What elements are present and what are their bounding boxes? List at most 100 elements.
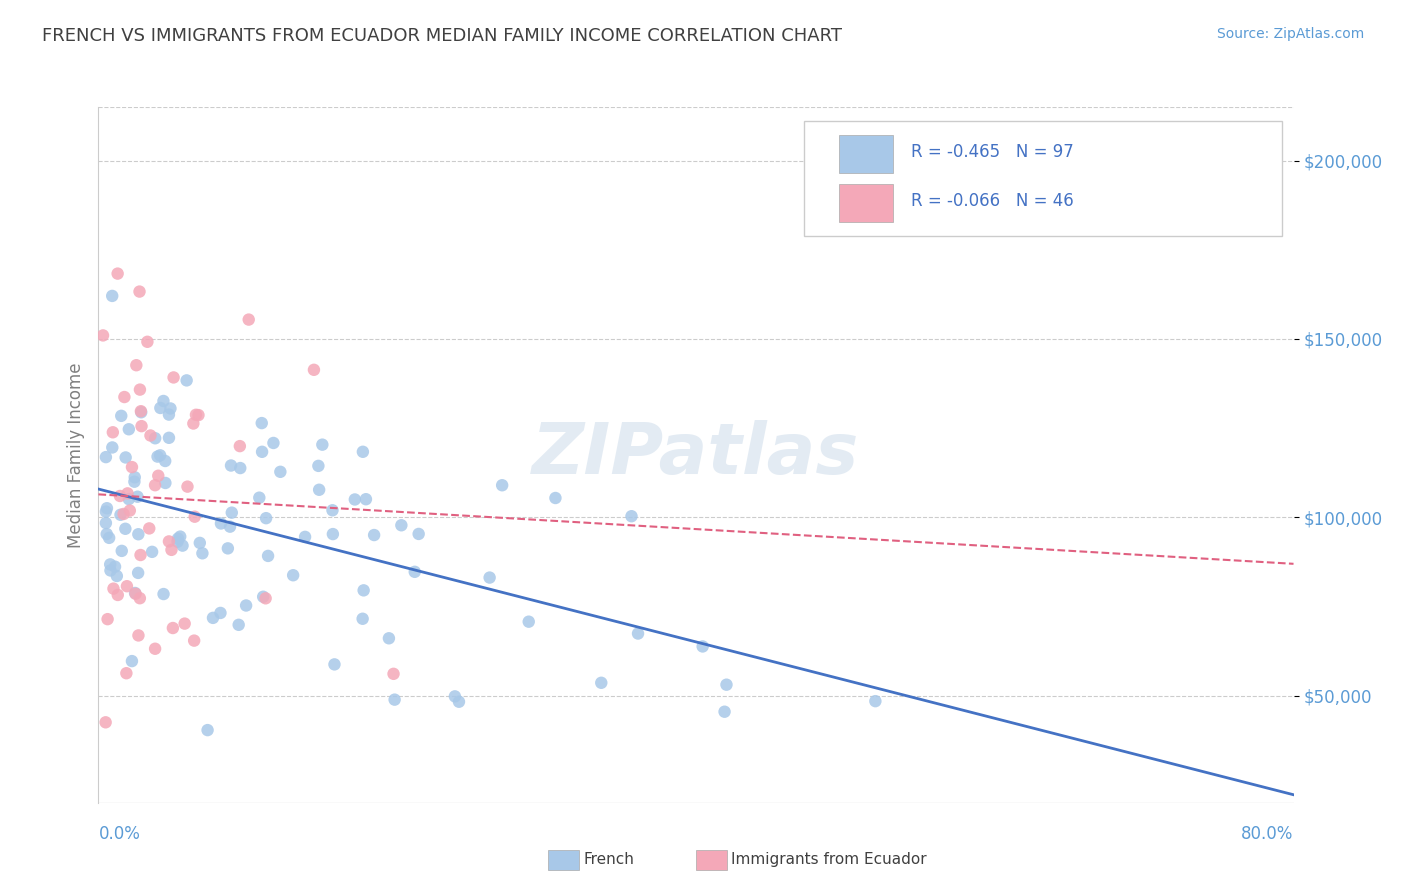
Point: [127, 527, 149, 541]
Point: [188, 536, 211, 550]
Point: [183, 509, 205, 524]
Point: [627, 626, 650, 640]
Point: [141, 545, 163, 559]
Point: [478, 571, 501, 585]
Point: [252, 590, 274, 604]
Point: [544, 491, 567, 505]
Point: [269, 465, 291, 479]
Point: [404, 565, 426, 579]
Text: Immigrants from Ecuador: Immigrants from Ecuador: [731, 853, 927, 867]
Point: [408, 527, 430, 541]
Text: Source: ZipAtlas.com: Source: ZipAtlas.com: [1216, 27, 1364, 41]
Point: [262, 436, 284, 450]
Point: [354, 492, 377, 507]
Point: [343, 492, 366, 507]
Point: [169, 530, 191, 544]
Point: [94, 516, 117, 530]
Point: [352, 612, 374, 626]
Point: [302, 363, 325, 377]
Point: [173, 616, 195, 631]
Point: [713, 705, 735, 719]
Text: R = -0.465   N = 97: R = -0.465 N = 97: [911, 144, 1074, 161]
Point: [117, 486, 139, 500]
Point: [228, 617, 250, 632]
Point: [114, 522, 136, 536]
Point: [127, 566, 149, 580]
Point: [107, 588, 129, 602]
Point: [250, 445, 273, 459]
Point: [152, 394, 174, 409]
Point: [152, 587, 174, 601]
Point: [143, 641, 166, 656]
Point: [254, 591, 277, 606]
Point: [491, 478, 513, 492]
Point: [153, 454, 176, 468]
Point: [118, 422, 141, 436]
Point: [155, 475, 177, 490]
Point: [143, 431, 166, 445]
Point: [146, 450, 169, 464]
Text: French: French: [583, 853, 634, 867]
Point: [139, 428, 162, 442]
Point: [257, 549, 280, 563]
FancyBboxPatch shape: [839, 135, 893, 173]
Point: [98, 558, 121, 572]
Point: [209, 606, 232, 620]
Point: [157, 534, 180, 549]
Point: [131, 419, 153, 434]
Point: [101, 289, 124, 303]
Point: [307, 458, 329, 473]
Point: [229, 461, 252, 475]
Point: [217, 541, 239, 556]
Point: [115, 579, 138, 593]
Point: [110, 409, 132, 423]
Point: [121, 460, 143, 475]
Point: [94, 715, 117, 730]
Point: [124, 587, 146, 601]
Point: [103, 582, 125, 596]
Point: [172, 539, 194, 553]
Point: [197, 723, 219, 738]
Point: [149, 401, 172, 415]
Point: [176, 480, 198, 494]
Point: [353, 583, 375, 598]
Point: [167, 532, 190, 546]
Point: [250, 416, 273, 430]
Point: [378, 632, 401, 646]
Point: [384, 692, 406, 706]
Point: [247, 491, 270, 505]
FancyBboxPatch shape: [804, 121, 1282, 235]
Point: [127, 628, 149, 642]
Point: [162, 621, 184, 635]
Point: [94, 505, 117, 519]
Point: [111, 544, 134, 558]
Text: FRENCH VS IMMIGRANTS FROM ECUADOR MEDIAN FAMILY INCOME CORRELATION CHART: FRENCH VS IMMIGRANTS FROM ECUADOR MEDIAN…: [42, 27, 842, 45]
Point: [238, 312, 260, 326]
Point: [219, 519, 242, 533]
Point: [138, 521, 160, 535]
Point: [124, 586, 146, 600]
Point: [115, 666, 138, 681]
Point: [444, 690, 467, 704]
Point: [149, 448, 172, 462]
Point: [183, 417, 205, 431]
Point: [191, 546, 214, 560]
Point: [311, 437, 333, 451]
Point: [162, 370, 184, 384]
Point: [112, 390, 135, 404]
Point: [96, 501, 118, 516]
Point: [620, 509, 643, 524]
FancyBboxPatch shape: [839, 184, 893, 222]
Point: [219, 458, 242, 473]
Point: [96, 527, 118, 541]
Point: [98, 531, 121, 545]
Point: [107, 267, 129, 281]
Point: [321, 503, 343, 517]
Point: [118, 492, 141, 507]
Point: [160, 542, 183, 557]
Point: [865, 694, 887, 708]
Point: [716, 678, 738, 692]
Point: [221, 506, 243, 520]
Point: [128, 591, 150, 606]
Point: [183, 633, 205, 648]
